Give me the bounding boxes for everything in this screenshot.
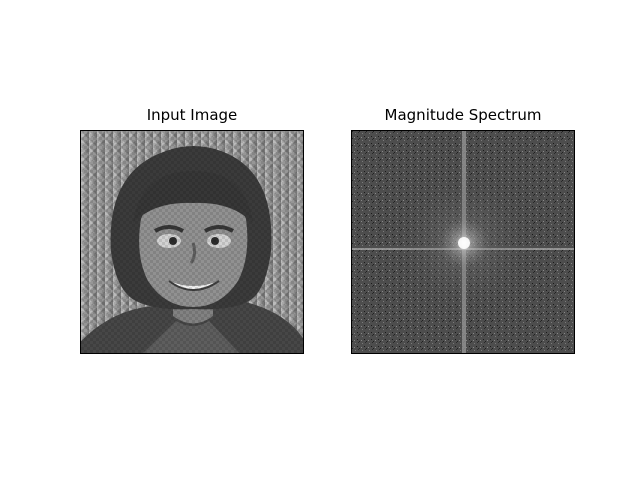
input-image-title: Input Image	[146, 106, 238, 124]
magnitude-spectrum-frame	[351, 130, 575, 354]
input-image-picture	[81, 131, 303, 353]
magnitude-spectrum-plot	[352, 131, 574, 353]
input-image-frame	[80, 130, 304, 354]
magnitude-spectrum-title: Magnitude Spectrum	[384, 106, 542, 124]
